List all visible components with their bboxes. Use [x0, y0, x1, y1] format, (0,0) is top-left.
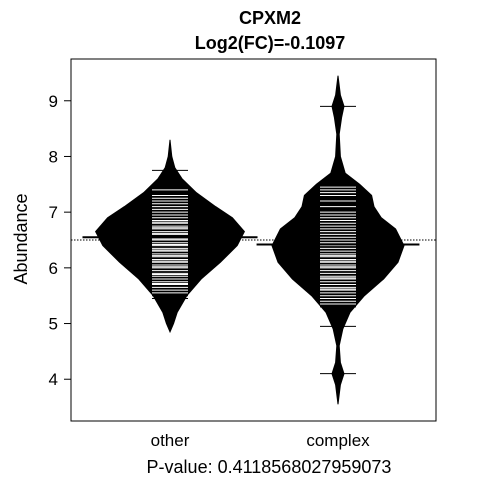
bean-complex	[256, 75, 420, 405]
bean-other	[82, 139, 258, 334]
x-tick-label: other	[151, 431, 190, 450]
y-axis: 4 5 6 7 8 9	[49, 92, 72, 389]
y-tick-label: 7	[49, 203, 58, 222]
chart-subtitle: Log2(FC)=-0.1097	[195, 33, 346, 53]
plot-area	[71, 75, 436, 405]
y-tick-label: 6	[49, 259, 58, 278]
x-axis-label: P-value: 0.4118568027959073	[147, 457, 392, 477]
bean-density-other	[95, 139, 245, 334]
x-axis: other complex	[151, 431, 371, 450]
y-tick-label: 4	[49, 370, 58, 389]
x-tick-label: complex	[306, 431, 370, 450]
chart-title: CPXM2	[239, 8, 301, 28]
y-axis-label: Abundance	[11, 193, 31, 284]
y-tick-label: 5	[49, 315, 58, 334]
y-tick-label: 8	[49, 147, 58, 166]
y-tick-label: 9	[49, 92, 58, 111]
